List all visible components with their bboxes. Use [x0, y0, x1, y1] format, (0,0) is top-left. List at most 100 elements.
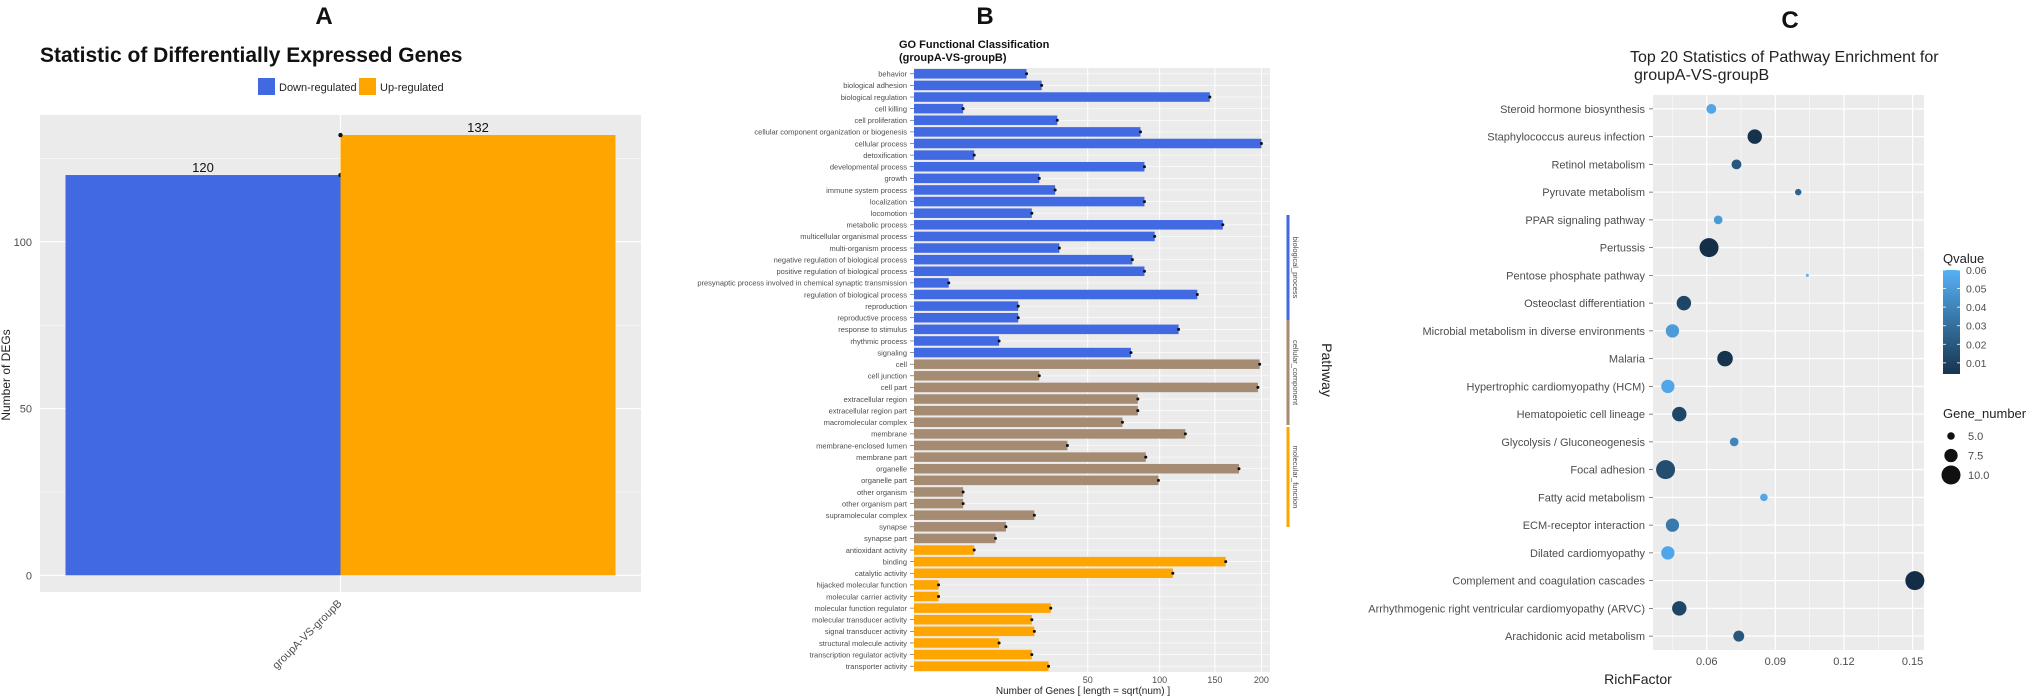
- chart-b-bar: [914, 603, 1051, 613]
- chart-b-bar-point: [1053, 188, 1057, 192]
- chart-b-bar: [914, 127, 1141, 137]
- chart-b-bar-point: [937, 595, 941, 598]
- chart-b-xtick-label: 100: [1152, 675, 1167, 685]
- chart-c-pathway-label: Malaria: [1609, 354, 1646, 366]
- chart-a-bar-down-regulated: [65, 175, 341, 576]
- chart-a-bar-value-label: 120: [192, 160, 214, 175]
- chart-b-category-label: response to stimulus: [838, 325, 907, 334]
- legend-swatch-down: [258, 78, 275, 95]
- chart-b-category-label: immune system process: [826, 186, 907, 195]
- chart-b-legend-title: Pathway: [1319, 343, 1335, 397]
- chart-b-bar: [914, 591, 939, 602]
- chart-a-bar-value-label: 132: [467, 120, 489, 135]
- chart-b-bar: [914, 487, 964, 497]
- chart-c-pathway-label: Arachidonic acid metabolism: [1505, 631, 1645, 643]
- chart-b-bar-point: [1183, 432, 1187, 436]
- chart-c-pathway-label: Microbial metabolism in diverse environm…: [1422, 326, 1645, 338]
- legend-label-up: Up-regulated: [380, 82, 444, 94]
- panel-letter-a: A: [315, 3, 332, 30]
- chart-c-point: [1805, 273, 1809, 277]
- chart-b-category-label: metabolic process: [847, 221, 908, 230]
- legend-swatch-up: [359, 78, 376, 95]
- panel-letter-b: B: [976, 3, 993, 30]
- chart-a-ytick-label: 100: [14, 237, 32, 249]
- chart-b-bar-point: [1065, 444, 1069, 447]
- chart-c-point: [1795, 188, 1802, 196]
- chart-c-subtitle: groupA-VS-groupB: [1634, 67, 1769, 84]
- chart-b-bar-point: [1171, 571, 1175, 575]
- chart-b-category-label: rhythmic process: [850, 337, 907, 346]
- chart-b-bar: [914, 533, 996, 544]
- qvalue-tick-label: 0.02: [1966, 339, 1987, 351]
- chart-b-bar: [914, 510, 1035, 520]
- chart-a-ytick-label: 0: [26, 570, 32, 582]
- chart-c-pathway-label: Hematopoietic cell lineage: [1517, 409, 1645, 421]
- chart-b-bar-point: [961, 502, 965, 506]
- chart-c-point: [1713, 215, 1723, 225]
- chart-b-bar-point: [1016, 304, 1020, 308]
- chart-b-bar: [914, 614, 1032, 625]
- chart-b-title: GO Functional Classification: [899, 39, 1050, 51]
- chart-b-bar: [914, 626, 1035, 637]
- chart-c-pathway-label: Focal adhesion: [1570, 465, 1645, 477]
- chart-b-category-label: molecular function regulator: [814, 604, 907, 613]
- chart-b-bar-point: [993, 536, 997, 540]
- chart-b-category-label: transporter activity: [846, 662, 908, 671]
- chart-b-category-label: macromolecular complex: [824, 418, 908, 427]
- chart-b-category-label: hijacked molecular function: [817, 581, 907, 590]
- chart-b-bar-point: [1037, 176, 1041, 180]
- chart-b-bar: [914, 161, 1145, 172]
- chart-b-bar-point: [1221, 223, 1225, 227]
- qvalue-tick-label: 0.06: [1966, 265, 1987, 277]
- chart-b-category-label: cell junction: [868, 372, 907, 381]
- chart-b-category-label: regulation of biological process: [804, 290, 907, 299]
- chart-b-bar: [914, 92, 1210, 102]
- qvalue-tick-label: 0.04: [1966, 302, 1987, 314]
- chart-b-bar-point: [1016, 316, 1020, 320]
- chart-b-bar-point: [1130, 258, 1134, 262]
- chart-b-category-label: molecular carrier activity: [826, 592, 907, 601]
- chart-b-bar: [914, 289, 1198, 300]
- chart-b-category-label: multi-organism process: [829, 244, 907, 253]
- chart-b-category-label: synapse part: [864, 534, 908, 543]
- chart-b-bar-point: [997, 339, 1001, 343]
- chart-b-xtick-label: 50: [1083, 675, 1093, 685]
- chart-b-bar: [914, 150, 975, 160]
- chart-b-bar-point: [1142, 200, 1146, 204]
- chart-b-xtick-label: 200: [1254, 675, 1269, 685]
- chart-b-bar: [914, 649, 1032, 660]
- chart-a-ylabel: Number of DEGs: [0, 329, 13, 420]
- chart-c-pathway-label: Pyruvate metabolism: [1542, 187, 1645, 199]
- panel-letter-c: C: [1781, 7, 1798, 34]
- chart-c-xtick-label: 0.09: [1765, 656, 1786, 668]
- chart-c-pathway-label: PPAR signaling pathway: [1525, 215, 1645, 227]
- chart-b-bar: [914, 254, 1133, 265]
- chart-b-category-label: cellular process: [855, 139, 907, 148]
- chart-c-pathway-label: Pentose phosphate pathway: [1506, 270, 1645, 282]
- chart-b-bar: [914, 208, 1032, 218]
- chart-c-point: [1747, 129, 1762, 144]
- chart-c-point: [1656, 460, 1676, 480]
- chart-b-bar: [914, 336, 1000, 346]
- chart-b-bar: [914, 440, 1068, 451]
- chart-b-bar: [914, 243, 1060, 253]
- size-legend-dot: [1944, 448, 1958, 463]
- chart-b-group-label: biological_process: [1291, 237, 1300, 299]
- qvalue-legend-title: Qvalue: [1943, 251, 1984, 266]
- chart-b-bar: [914, 301, 1019, 311]
- chart-b-bar: [914, 405, 1138, 416]
- chart-b-bar: [914, 312, 1019, 323]
- chart-c-point: [1729, 437, 1739, 447]
- chart-b-bar: [914, 80, 1042, 91]
- chart-b-xtick-label: 150: [1207, 675, 1222, 685]
- chart-b-category-label: antioxidant activity: [846, 546, 908, 555]
- chart-a-title: Statistic of Differentially Expressed Ge…: [40, 44, 462, 67]
- chart-b-bar: [914, 498, 964, 509]
- chart-b-category-label: signaling: [877, 348, 907, 357]
- chart-b-bar: [914, 138, 1262, 149]
- chart-b-bar: [914, 173, 1040, 184]
- chart-c-pathway-label: Staphylococcus aureus infection: [1487, 132, 1645, 144]
- chart-b-category-label: locomotion: [871, 209, 907, 218]
- chart-b-bar: [914, 475, 1159, 486]
- chart-b-bar-point: [1208, 95, 1212, 99]
